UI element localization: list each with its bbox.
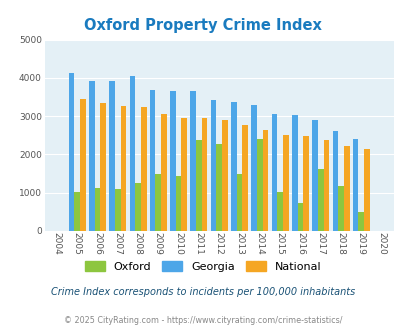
Bar bbox=[120, 106, 126, 231]
Bar bbox=[291, 115, 297, 231]
Bar bbox=[74, 192, 80, 231]
Bar bbox=[332, 131, 337, 231]
Bar bbox=[317, 169, 323, 231]
Bar bbox=[68, 73, 74, 231]
Bar bbox=[337, 186, 343, 231]
Bar bbox=[181, 118, 187, 231]
Bar bbox=[251, 105, 256, 231]
Bar bbox=[141, 107, 146, 231]
Bar bbox=[216, 144, 222, 231]
Bar bbox=[230, 102, 236, 231]
Bar bbox=[155, 174, 161, 231]
Text: © 2025 CityRating.com - https://www.cityrating.com/crime-statistics/: © 2025 CityRating.com - https://www.city… bbox=[64, 315, 341, 325]
Bar bbox=[363, 149, 369, 231]
Bar bbox=[80, 99, 85, 231]
Bar bbox=[311, 120, 317, 231]
Bar bbox=[323, 140, 328, 231]
Bar bbox=[201, 118, 207, 231]
Bar bbox=[236, 174, 242, 231]
Bar bbox=[256, 139, 262, 231]
Bar bbox=[161, 114, 166, 231]
Bar bbox=[210, 100, 216, 231]
Bar bbox=[175, 176, 181, 231]
Bar bbox=[262, 130, 268, 231]
Bar bbox=[115, 189, 120, 231]
Bar bbox=[94, 188, 100, 231]
Bar bbox=[190, 91, 196, 231]
Bar bbox=[135, 183, 141, 231]
Bar bbox=[170, 91, 175, 231]
Bar bbox=[297, 203, 303, 231]
Bar bbox=[358, 212, 363, 231]
Bar bbox=[277, 192, 282, 231]
Bar bbox=[242, 125, 247, 231]
Text: Crime Index corresponds to incidents per 100,000 inhabitants: Crime Index corresponds to incidents per… bbox=[51, 287, 354, 297]
Bar bbox=[89, 81, 94, 231]
Bar bbox=[282, 135, 288, 231]
Bar bbox=[303, 136, 308, 231]
Text: Oxford Property Crime Index: Oxford Property Crime Index bbox=[84, 18, 321, 33]
Bar bbox=[222, 119, 227, 231]
Bar bbox=[149, 90, 155, 231]
Bar bbox=[196, 140, 201, 231]
Bar bbox=[271, 114, 277, 231]
Bar bbox=[109, 81, 115, 231]
Bar bbox=[129, 76, 135, 231]
Legend: Oxford, Georgia, National: Oxford, Georgia, National bbox=[84, 261, 321, 272]
Bar bbox=[343, 147, 349, 231]
Bar bbox=[352, 139, 358, 231]
Bar bbox=[100, 103, 106, 231]
